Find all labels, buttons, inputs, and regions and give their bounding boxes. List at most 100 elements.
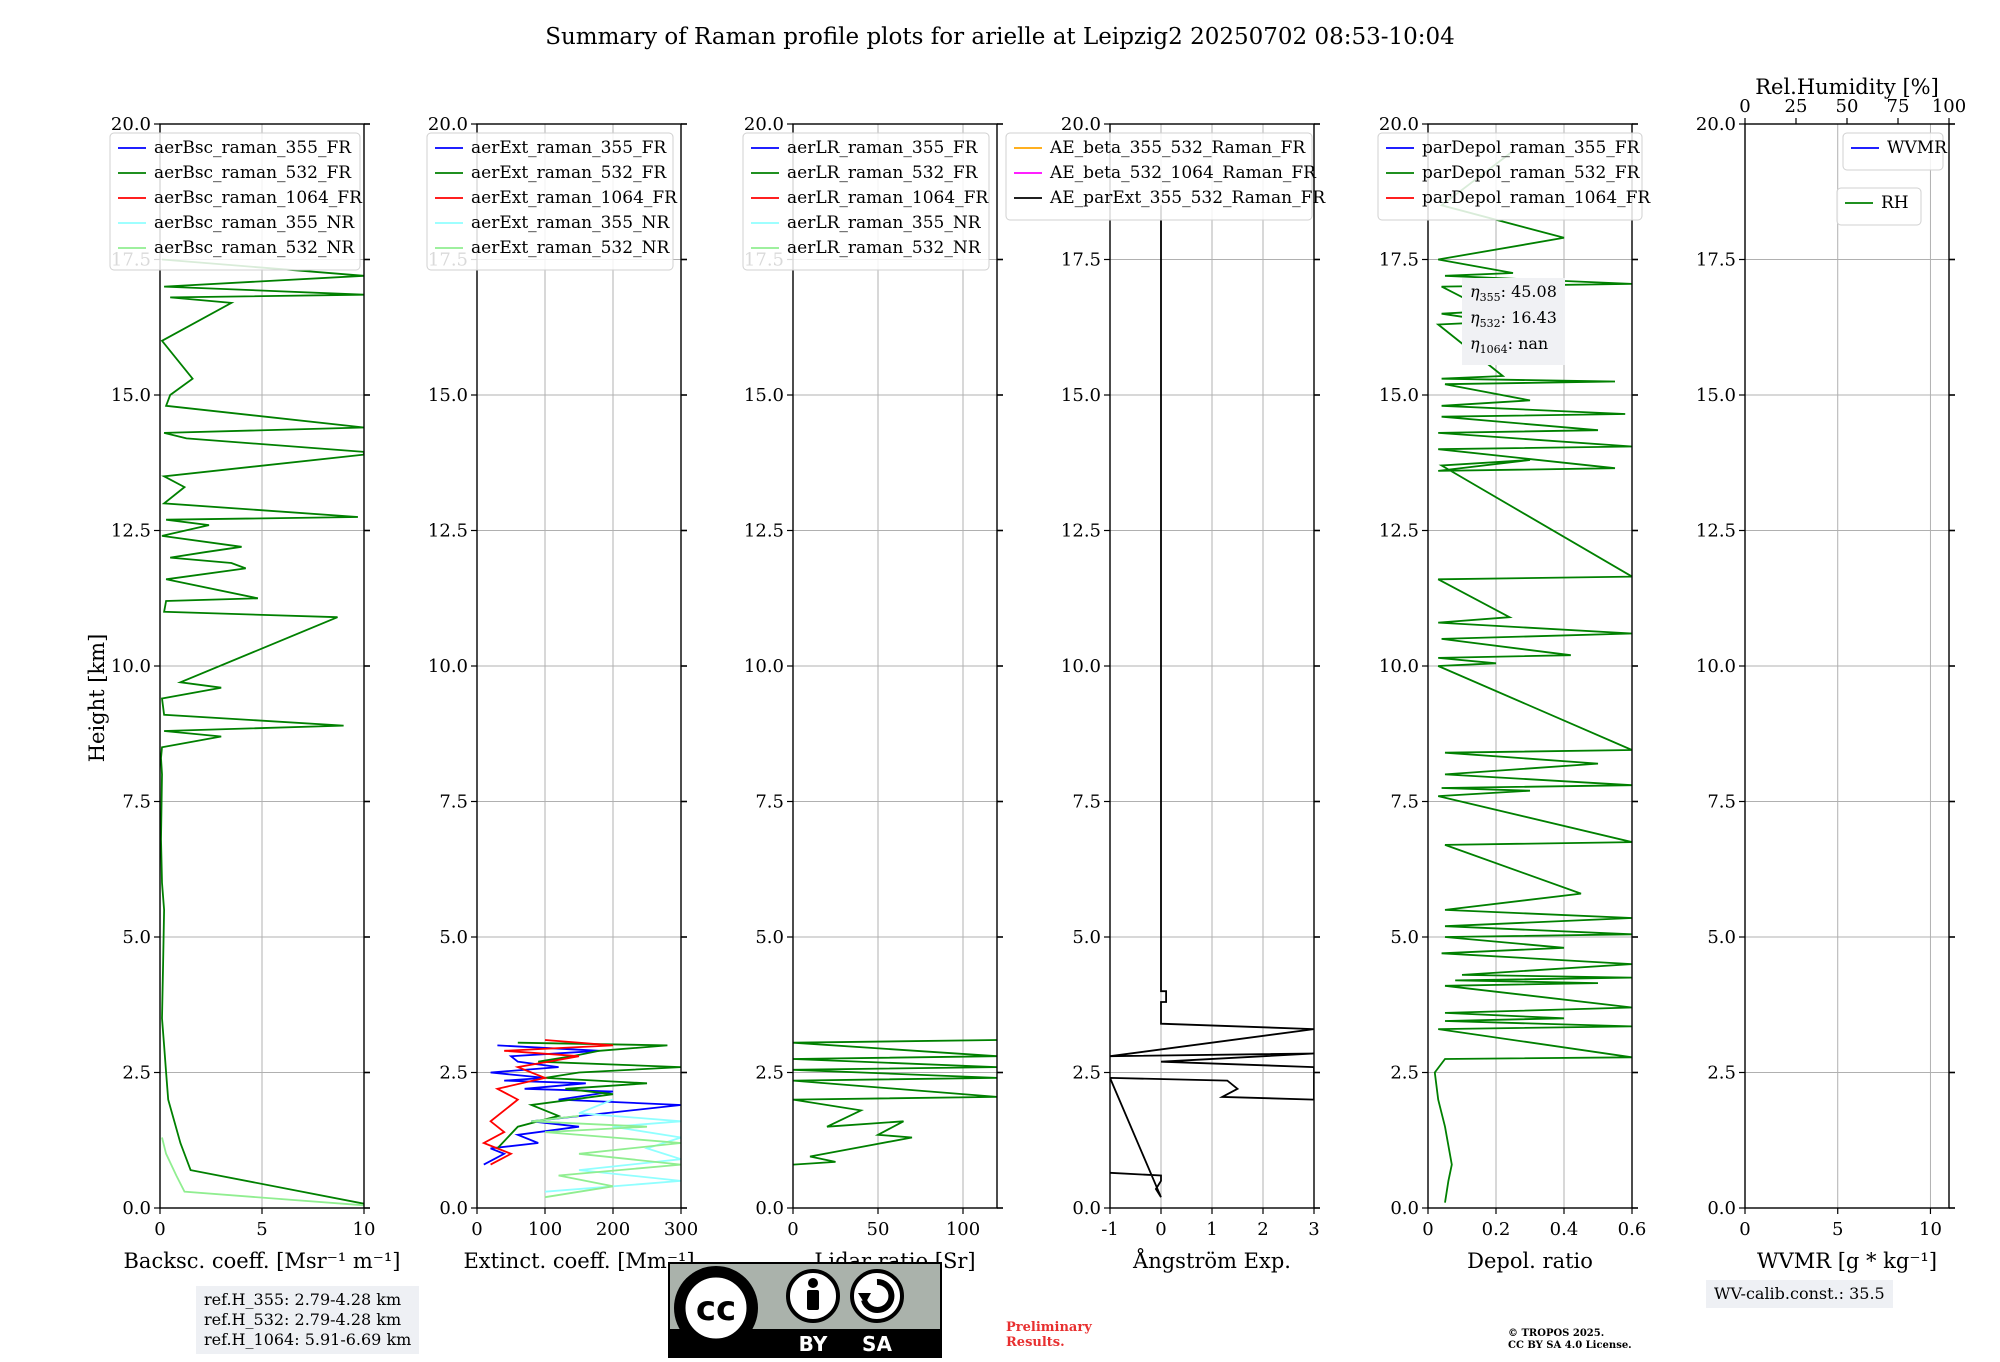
y-tick-label: 20.0 bbox=[1696, 114, 1736, 135]
y-tick-label: 2.5 bbox=[1072, 1063, 1101, 1084]
legend-label: aerExt_raman_1064_FR bbox=[471, 188, 678, 208]
y-tick-label: 5.0 bbox=[122, 927, 151, 948]
person-icon bbox=[808, 1278, 818, 1288]
x-tick-label: -1 bbox=[1101, 1219, 1119, 1240]
series-aerBsc_raman_532_FR bbox=[160, 258, 364, 1205]
legend-label: aerLR_raman_355_NR bbox=[787, 213, 982, 233]
series-aerBsc_raman_532_NR bbox=[161, 1137, 364, 1207]
legend-label: AE_beta_532_1064_Raman_FR bbox=[1049, 163, 1317, 183]
legend-label: RH bbox=[1881, 193, 1909, 213]
sa-label: SA bbox=[862, 1332, 892, 1356]
y-tick-label: 2.5 bbox=[1707, 1063, 1736, 1084]
legend bbox=[1377, 132, 1643, 221]
legend bbox=[742, 132, 990, 271]
x-tick-label: 50 bbox=[867, 1219, 890, 1240]
y-tick-label: 5.0 bbox=[1707, 927, 1736, 948]
y-tick-label: 10.0 bbox=[1061, 656, 1101, 677]
eta-355: η355: 45.08 bbox=[1470, 282, 1557, 305]
y-tick-label: 20.0 bbox=[428, 114, 468, 135]
x-tick-label: 0 bbox=[1422, 1219, 1433, 1240]
y-tick-label: 20.0 bbox=[111, 114, 151, 135]
top-x-tick-label: 50 bbox=[1836, 96, 1859, 117]
y-tick-label: 7.5 bbox=[1707, 792, 1736, 813]
legend bbox=[1842, 132, 1944, 171]
x-tick-label: 0 bbox=[1739, 1219, 1750, 1240]
ref-height-355: ref.H_355: 2.79-4.28 km bbox=[204, 1290, 402, 1309]
legend-label: aerBsc_raman_355_NR bbox=[154, 213, 355, 233]
legend-label: aerLR_raman_532_FR bbox=[787, 163, 979, 183]
x-tick-label: 0.6 bbox=[1618, 1219, 1647, 1240]
y-tick-label: 17.5 bbox=[1379, 250, 1419, 271]
legend-label: parDepol_raman_355_FR bbox=[1422, 138, 1641, 158]
legend-label: AE_beta_355_532_Raman_FR bbox=[1049, 138, 1306, 158]
cc-icon: cc bbox=[696, 1289, 736, 1329]
y-tick-label: 5.0 bbox=[1072, 927, 1101, 948]
copyright-notice: © TROPOS 2025. CC BY SA 4.0 License. bbox=[1508, 1328, 1632, 1351]
y-tick-label: 12.5 bbox=[111, 521, 151, 542]
y-tick-label: 10.0 bbox=[1379, 656, 1419, 677]
legend bbox=[1836, 187, 1922, 226]
x-tick-label: 0.4 bbox=[1550, 1219, 1579, 1240]
legend-label: parDepol_raman_532_FR bbox=[1422, 163, 1641, 183]
y-tick-label: 20.0 bbox=[744, 114, 784, 135]
x-tick-label: 0 bbox=[1155, 1219, 1166, 1240]
y-tick-label: 0.0 bbox=[122, 1198, 151, 1219]
legend-label: aerBsc_raman_532_FR bbox=[154, 163, 352, 183]
x-axis-label: Extinct. coeff. [Mm⁻¹] bbox=[463, 1249, 694, 1273]
series-aerExt_raman_1064_FR bbox=[481, 1039, 614, 1166]
top-x-tick-label: 25 bbox=[1785, 96, 1808, 117]
eta-1064: η1064: nan bbox=[1470, 334, 1549, 357]
y-tick-label: 15.0 bbox=[1379, 385, 1419, 406]
x-axis-label: Depol. ratio bbox=[1467, 1249, 1593, 1273]
y-tick-label: 20.0 bbox=[1061, 114, 1101, 135]
legend-label: parDepol_raman_1064_FR bbox=[1422, 188, 1651, 208]
share-alike-icon bbox=[861, 1278, 895, 1313]
preliminary-notice: Preliminary Results. bbox=[1006, 1320, 1092, 1350]
y-tick-label: 5.0 bbox=[1390, 927, 1419, 948]
x-tick-label: 0 bbox=[154, 1219, 165, 1240]
figure-title: Summary of Raman profile plots for ariel… bbox=[545, 24, 1455, 50]
wv-calibration-box: WV-calib.const.: 35.5 bbox=[1706, 1280, 1893, 1308]
y-tick-label: 10.0 bbox=[111, 656, 151, 677]
y-tick-label: 0.0 bbox=[1390, 1198, 1419, 1219]
y-tick-label: 7.5 bbox=[122, 792, 151, 813]
cc-by-sa-license-badge: cc BY SA bbox=[668, 1262, 942, 1358]
y-tick-label: 5.0 bbox=[439, 927, 468, 948]
panels: 0.02.55.07.510.012.515.017.520.00510Back… bbox=[109, 75, 1966, 1273]
y-tick-label: 7.5 bbox=[439, 792, 468, 813]
x-tick-label: 0.2 bbox=[1482, 1219, 1511, 1240]
y-tick-label: 5.0 bbox=[755, 927, 784, 948]
top-x-tick-label: 100 bbox=[1932, 96, 1966, 117]
series-aerLR_raman_532_FR bbox=[793, 1039, 997, 1166]
x-tick-label: 10 bbox=[1919, 1219, 1942, 1240]
x-tick-label: 300 bbox=[664, 1219, 698, 1240]
panel-extinction: 0.02.55.07.510.012.515.017.520.001002003… bbox=[426, 114, 698, 1273]
reference-height-box: ref.H_355: 2.79-4.28 km ref.H_532: 2.79-… bbox=[196, 1286, 420, 1354]
y-tick-label: 15.0 bbox=[111, 385, 151, 406]
series-aerExt_raman_355_NR bbox=[544, 1098, 681, 1193]
y-tick-label: 12.5 bbox=[1061, 521, 1101, 542]
y-tick-label: 2.5 bbox=[755, 1063, 784, 1084]
x-tick-label: 10 bbox=[353, 1219, 376, 1240]
x-tick-label: 100 bbox=[946, 1219, 980, 1240]
y-tick-label: 15.0 bbox=[1696, 385, 1736, 406]
ref-height-1064: ref.H_1064: 5.91-6.69 km bbox=[204, 1330, 412, 1349]
y-tick-label: 20.0 bbox=[1379, 114, 1419, 135]
legend bbox=[109, 132, 361, 271]
panel-depol: 0.0 2.5 5.0 7.5 10.0 12.5 15.0 17.5 20.0 0 0.2 0.4 0… bbox=[1377, 114, 1651, 1273]
x-axis-label: WVMR [g * kg⁻¹] bbox=[1757, 1249, 1937, 1273]
panel-backscatter: 0.02.55.07.510.012.515.017.520.00510Back… bbox=[109, 114, 400, 1273]
top-x-axis-label: Rel.Humidity [%] bbox=[1755, 75, 1939, 99]
y-tick-label: 12.5 bbox=[744, 521, 784, 542]
y-tick-label: 10.0 bbox=[744, 656, 784, 677]
legend-label: aerLR_raman_532_NR bbox=[787, 238, 982, 258]
x-tick-label: 200 bbox=[596, 1219, 630, 1240]
series-aerExt_raman_532_NR bbox=[531, 1115, 681, 1199]
x-tick-label: 5 bbox=[256, 1219, 267, 1240]
x-tick-label: 100 bbox=[528, 1219, 562, 1240]
legend-label: aerExt_raman_355_FR bbox=[471, 138, 667, 158]
legend-label: aerLR_raman_355_FR bbox=[787, 138, 979, 158]
x-tick-label: 1 bbox=[1206, 1219, 1217, 1240]
y-tick-label: 17.5 bbox=[1061, 250, 1101, 271]
